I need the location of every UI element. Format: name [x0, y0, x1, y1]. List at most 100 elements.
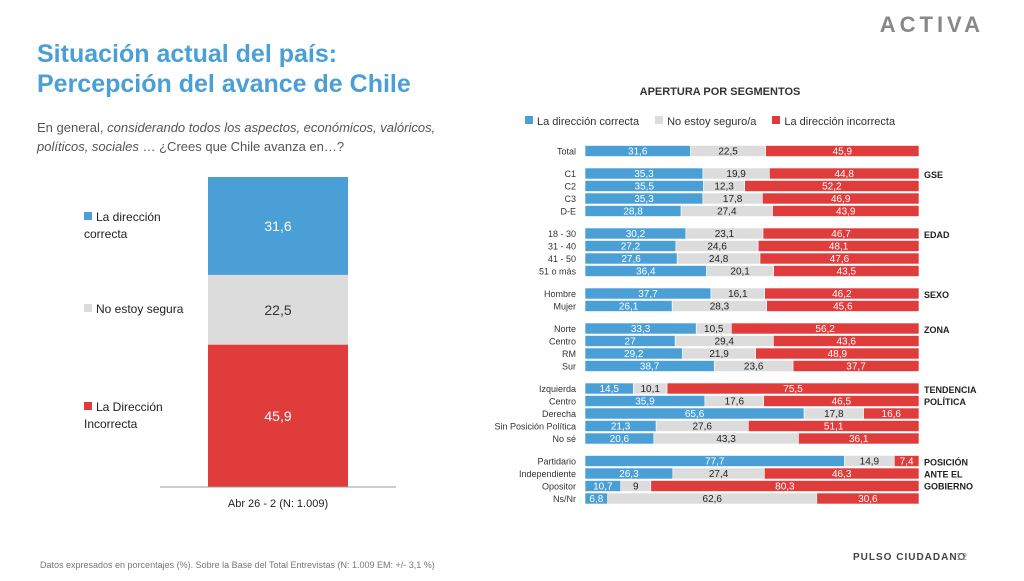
segment-value-label: 17,8 — [723, 194, 743, 205]
segment-value-label: 45,6 — [833, 302, 853, 313]
segment-value-label: 14,9 — [860, 457, 880, 468]
segment-legend-item: La dirección correcta — [525, 116, 639, 128]
segment-bar — [748, 420, 920, 432]
legend-label: No estoy seguro/a — [667, 116, 757, 128]
segment-value-label: 31,6 — [628, 147, 648, 158]
row-label: Centro — [549, 337, 576, 347]
segments-chart-title: APERTURA POR SEGMENTOS — [639, 86, 801, 98]
page-title-line-2: Percepción del avance de Chile — [37, 70, 411, 98]
segment-bar — [766, 300, 920, 312]
segment-value-label: 27,2 — [621, 242, 641, 253]
segment-bar — [798, 432, 920, 445]
segment-value-label: 24,8 — [709, 254, 729, 265]
stack-segment — [208, 344, 348, 487]
segment-value-label: 75,5 — [783, 384, 803, 395]
question-prefix: En general, — [37, 120, 108, 135]
row-label: No sé — [552, 434, 576, 444]
segment-value-label: 77,7 — [705, 457, 725, 468]
segment-value-label: 52,2 — [822, 182, 842, 193]
segment-bar — [755, 347, 920, 360]
page-number: 12 — [956, 552, 968, 563]
segment-value-label: 24,6 — [707, 242, 727, 253]
segment-bar — [759, 252, 920, 265]
group-label: POSICIÓN — [924, 457, 968, 468]
segment-value-label: 16,1 — [728, 289, 748, 300]
row-label: 41 - 50 — [548, 254, 576, 264]
segment-bar — [893, 455, 920, 467]
segment-value-label: 80,3 — [775, 482, 795, 493]
legend-label: correcta — [84, 226, 128, 241]
stack-legend-item: La dirección correcta — [84, 209, 161, 243]
activa-logo: ACTIVA — [879, 12, 984, 37]
group-label: EDAD — [924, 230, 950, 240]
segment-value-label: 46,3 — [832, 469, 852, 480]
segment-bar — [730, 322, 920, 335]
segment-value-label: 9 — [633, 482, 639, 493]
footer-note: Datos expresados en porcentajes (%). Sob… — [40, 560, 435, 570]
segment-value-label: 35,3 — [634, 169, 654, 180]
segment-value-label: 65,6 — [685, 409, 705, 420]
segment-value-label: 56,2 — [815, 324, 835, 335]
question-italic: considerando todos los aspectos, económi… — [37, 120, 436, 154]
question-suffix: … ¿Crees que Chile avanza en…? — [138, 139, 345, 154]
segment-value-label: 48,1 — [829, 242, 849, 253]
segment-legend-item: No estoy seguro/a — [655, 116, 756, 128]
legend-swatch — [525, 116, 533, 124]
row-label: Partidario — [537, 457, 576, 467]
segment-bar — [773, 265, 920, 277]
segment-value-label: 20,6 — [610, 434, 630, 445]
row-label: Derecha — [542, 409, 576, 419]
legend-swatch — [84, 304, 92, 313]
row-label: 31 - 40 — [548, 242, 576, 252]
legend-label: La Dirección — [96, 399, 163, 414]
legend-label: Incorrecta — [84, 416, 138, 431]
segment-value-label: 29,4 — [715, 337, 735, 348]
segment-value-label: 10,5 — [704, 324, 724, 335]
survey-question: En general, considerando todos los aspec… — [37, 118, 477, 156]
segment-value-label: 26,3 — [619, 469, 639, 480]
segment-value-label: 45,9 — [833, 147, 853, 158]
stack-value-label: 22,5 — [264, 302, 291, 318]
row-label: Izquierda — [539, 384, 576, 394]
segment-bar — [764, 287, 920, 300]
segment-value-label: 26,1 — [619, 302, 639, 313]
row-label: Norte — [554, 324, 576, 334]
segment-value-label: 27,4 — [709, 469, 729, 480]
group-label: ZONA — [924, 325, 950, 335]
segment-value-label: 19,9 — [726, 169, 746, 180]
segment-value-label: 27,4 — [717, 207, 737, 218]
row-label: Mujer — [553, 302, 576, 312]
segment-value-label: 37,7 — [638, 289, 658, 300]
segment-value-label: 43,9 — [836, 207, 856, 218]
segment-value-label: 27 — [625, 337, 637, 348]
row-label: C2 — [564, 182, 576, 192]
stack-value-label: 45,9 — [264, 408, 291, 424]
row-label: Hombre — [544, 289, 576, 299]
segment-value-label: 36,4 — [636, 267, 656, 278]
segment-legend-item: La dirección incorrecta — [772, 116, 895, 128]
segment-value-label: 46,7 — [831, 229, 851, 240]
legend-label: La dirección incorrecta — [784, 116, 896, 128]
segment-bar — [762, 227, 920, 240]
segment-value-label: 33,3 — [631, 324, 651, 335]
segment-bar — [816, 492, 920, 505]
page-title-line-1: Situación actual del país: — [37, 40, 338, 68]
stack-segment — [208, 274, 348, 345]
segment-value-label: 27,6 — [692, 422, 712, 433]
legend-label: No estoy segura — [96, 302, 184, 317]
segment-bar — [763, 395, 920, 407]
row-label: C3 — [564, 194, 576, 204]
pulso-ciudadano-logo: PULSO CIUDADANO — [853, 552, 967, 563]
segment-value-label: 51,1 — [824, 422, 844, 433]
segment-value-label: 30,2 — [626, 229, 646, 240]
legend-swatch — [84, 211, 92, 220]
group-label: GOBIERNO — [924, 482, 973, 492]
stack-legend-item: No estoy segura — [84, 301, 183, 318]
segment-bar — [769, 167, 920, 180]
segment-value-label: 27,6 — [621, 254, 641, 265]
segment-value-label: 46,2 — [832, 289, 852, 300]
row-label: C1 — [564, 169, 576, 179]
segment-bar — [757, 240, 920, 252]
segment-value-label: 47,6 — [830, 254, 850, 265]
